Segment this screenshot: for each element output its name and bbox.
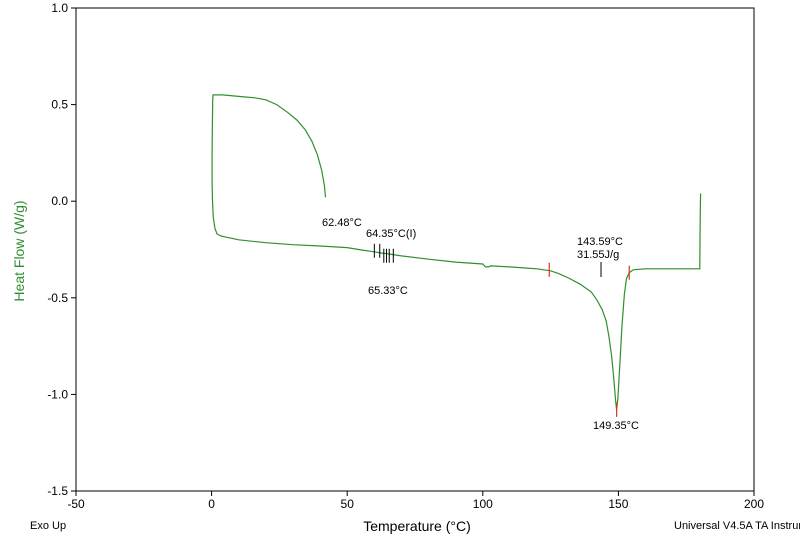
footer-exo-up: Exo Up bbox=[30, 520, 66, 532]
axes-layer: -50 0 50 100 150 200 1.0 0.5 0.0 -0.5 -1.0 -1.5 bbox=[47, 1, 764, 511]
x-tick-label: 200 bbox=[744, 497, 764, 511]
annotation-149-35: 149.35°C bbox=[593, 420, 639, 432]
footer-instrument: Universal V4.5A TA Instruments bbox=[674, 520, 800, 532]
x-tick-label: 50 bbox=[341, 497, 355, 511]
annotation-65-33: 65.33°C bbox=[368, 285, 408, 297]
curve-layer bbox=[211, 94, 702, 410]
plot-frame bbox=[75, 7, 755, 492]
annotation-62-48: 62.48°C bbox=[322, 217, 362, 229]
x-tick-label: 150 bbox=[608, 497, 628, 511]
marks-layer bbox=[373, 243, 630, 417]
y-axis-label: Heat Flow (W/g) bbox=[11, 200, 27, 301]
x-axis-label: Temperature (°C) bbox=[363, 518, 471, 534]
heat-flow-curve bbox=[211, 94, 702, 410]
x-tick-label: 100 bbox=[473, 497, 493, 511]
y-tick-label: -1.0 bbox=[47, 387, 68, 401]
annotation-31-55: 31.55J/g bbox=[577, 249, 619, 261]
annotation-64-35: 64.35°C(I) bbox=[366, 228, 416, 240]
x-tick-label: 0 bbox=[208, 497, 215, 511]
text-layer: Heat Flow (W/g) Temperature (°C) Exo Up … bbox=[11, 200, 800, 534]
y-tick-label: 1.0 bbox=[51, 1, 68, 15]
y-tick-label: -0.5 bbox=[47, 291, 68, 305]
x-tick-label: -50 bbox=[67, 497, 85, 511]
y-tick-label: 0.5 bbox=[51, 98, 68, 112]
y-tick-label: 0.0 bbox=[51, 194, 68, 208]
y-tick-label: -1.5 bbox=[47, 484, 68, 498]
annotation-143-59: 143.59°C bbox=[577, 236, 623, 248]
